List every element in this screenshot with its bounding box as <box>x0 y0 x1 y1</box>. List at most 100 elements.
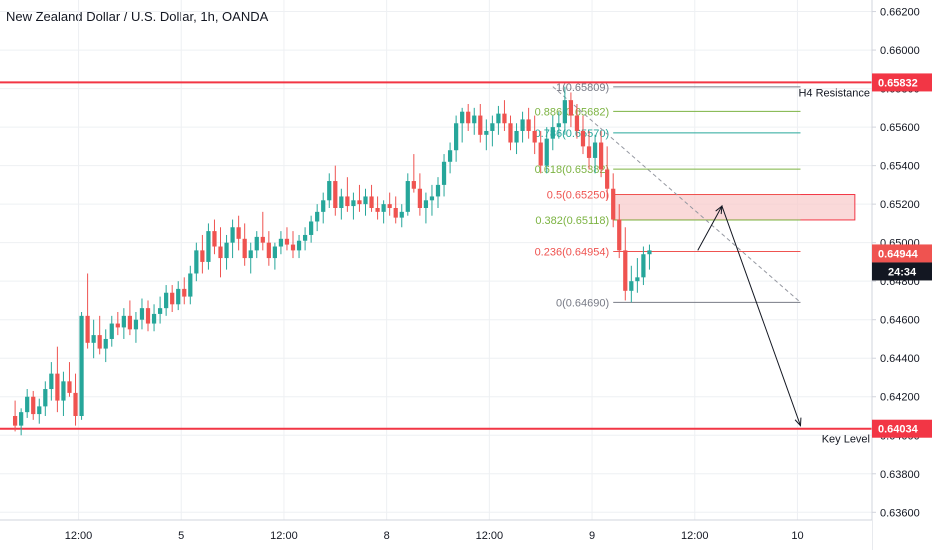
time-tick-label: 10 <box>791 530 803 542</box>
candle-body <box>194 250 199 274</box>
candle-body <box>176 288 181 305</box>
candle-body <box>532 130 537 143</box>
candle-body <box>357 200 362 205</box>
candle-body <box>272 246 277 259</box>
price-tick-label: 0.65600 <box>880 122 920 134</box>
candle-body <box>363 196 368 205</box>
candle-body <box>447 150 453 162</box>
candle-body <box>611 188 616 220</box>
candle-body <box>266 242 271 259</box>
candle-body <box>79 315 84 416</box>
candle-body <box>290 244 296 251</box>
candle-body <box>635 277 640 282</box>
candle-body <box>127 315 133 330</box>
time-tick-label: 12:00 <box>65 530 93 542</box>
time-tick-label: 9 <box>589 530 595 542</box>
candle-body <box>145 308 151 324</box>
fib-level-label: 1(0.65809) <box>556 82 609 94</box>
time-axis[interactable]: 12:00 5 12:00 8 12:00 9 12:00 10 <box>0 519 872 550</box>
candle-body <box>121 315 126 328</box>
time-tick-label: 12:00 <box>681 530 709 542</box>
horizontal-levels[interactable]: H4 Resistance Key Level <box>0 81 872 446</box>
projection-arrow-path <box>697 204 801 426</box>
candle-body <box>574 115 580 131</box>
candle-body <box>188 273 193 297</box>
price-tick-label: 0.66200 <box>880 7 920 19</box>
candle-body <box>97 335 102 349</box>
candle-body <box>242 238 247 259</box>
candle-body <box>369 196 374 208</box>
candle-body <box>484 130 489 135</box>
current-price-tag-label: 0.64944 <box>878 248 919 260</box>
trendline[interactable] <box>552 86 801 303</box>
horizontal-level-label: Key Level <box>822 434 870 446</box>
candle-body <box>12 416 18 426</box>
projection-path[interactable] <box>697 204 802 427</box>
candle-body <box>327 181 332 201</box>
candle-body <box>538 142 543 166</box>
candle-body <box>454 123 459 151</box>
candle-body <box>151 313 157 324</box>
candle-body <box>230 227 235 243</box>
horizontal-level-label: H4 Resistance <box>798 87 870 99</box>
candle-body <box>182 288 187 297</box>
fib-level-label: 0.786(0.65570) <box>535 128 610 140</box>
level-price-tag <box>872 419 932 438</box>
price-tick-label: 0.65400 <box>880 161 920 173</box>
candle-body <box>629 281 634 291</box>
candle-body <box>31 396 36 415</box>
fib-level-label: 0.5(0.65250) <box>547 190 609 202</box>
projection-arrowhead <box>715 204 723 215</box>
candle-body <box>393 208 398 218</box>
level-price-tag <box>872 73 932 92</box>
candle-body <box>526 119 531 131</box>
candle-body <box>302 234 308 241</box>
candle-body <box>435 184 441 197</box>
candles <box>12 86 652 436</box>
candle-body <box>568 100 574 116</box>
price-tick-label: 0.66000 <box>880 45 920 57</box>
candle-body <box>73 392 78 416</box>
candle-body <box>502 113 507 124</box>
candle-body <box>260 236 265 243</box>
candle-body <box>429 196 435 201</box>
candle-body <box>67 381 72 393</box>
candle-body <box>200 250 205 262</box>
candle-body <box>315 211 320 222</box>
candle-body <box>345 196 350 207</box>
fib-level-label: 0(0.64690) <box>556 297 609 309</box>
candle-body <box>550 127 555 139</box>
candle-body <box>115 323 120 328</box>
candle-body <box>212 231 217 247</box>
candle-body <box>586 146 592 158</box>
candle-body <box>254 236 259 251</box>
time-tick-label: 12:00 <box>476 530 504 542</box>
countdown-tag-label: 24:34 <box>888 266 917 278</box>
candle-body <box>592 142 598 158</box>
candle-body <box>61 381 66 401</box>
candle-body <box>641 254 646 278</box>
candle-body <box>556 123 561 128</box>
candle-body <box>37 406 42 415</box>
candle-body <box>496 113 501 124</box>
candle-body <box>85 315 90 343</box>
fib-level-label: 0.382(0.65118) <box>535 215 609 227</box>
time-tick-label: 8 <box>384 530 390 542</box>
candle-body <box>508 123 513 143</box>
candle-body <box>284 238 290 245</box>
candle-body <box>164 292 169 309</box>
candle-body <box>133 319 139 330</box>
price-tick-label: 0.65200 <box>880 199 920 211</box>
projection-arrowhead <box>794 417 802 427</box>
candle-body <box>19 412 24 426</box>
candle-body <box>55 373 60 401</box>
price-tick-label: 0.63800 <box>880 469 920 481</box>
level-price-tag-label: 0.64034 <box>878 424 919 436</box>
candle-body <box>490 123 495 131</box>
chart-title: New Zealand Dollar / U.S. Dollar, 1h, OA… <box>6 9 269 24</box>
candle-body <box>411 181 416 189</box>
candle-body <box>423 200 429 208</box>
candle-body <box>25 396 30 413</box>
candle-body <box>339 196 344 208</box>
